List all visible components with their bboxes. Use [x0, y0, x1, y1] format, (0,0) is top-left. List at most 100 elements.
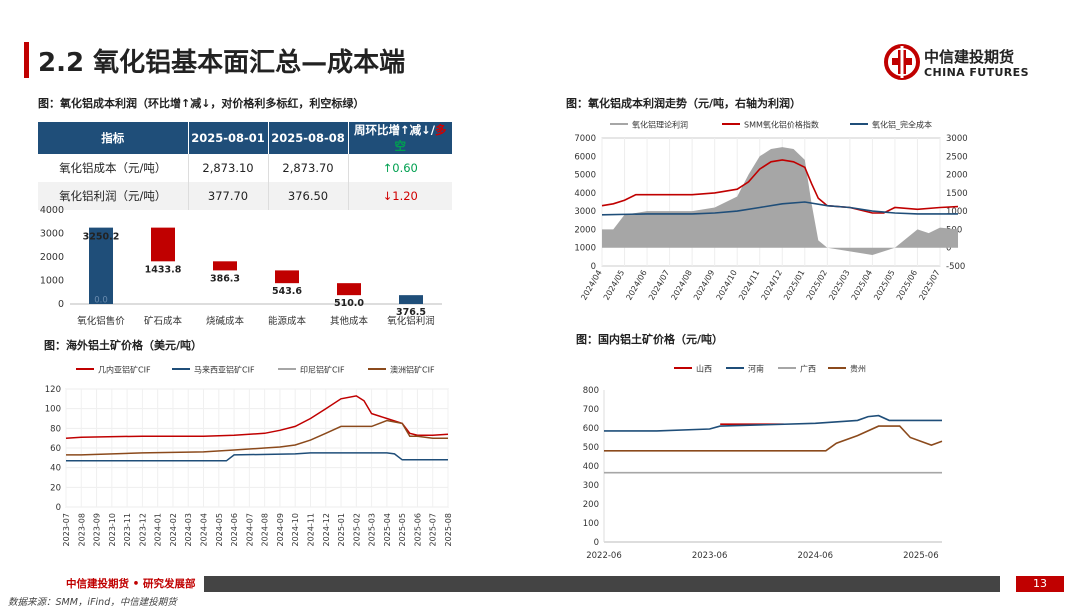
- brand-name-cn: 中信建投期货: [924, 48, 1015, 66]
- y-tick-label: 6000: [574, 152, 596, 162]
- profit-trend-chart: 氧化铝理论利润 SMM氧化铝价格指数 氧化铝_完全成本 0 1000 2000 3000 40…: [574, 120, 968, 302]
- y-tick-label: 200: [583, 500, 599, 510]
- waterfall-bar: [399, 295, 423, 304]
- y-tick-label: 60: [50, 444, 61, 454]
- x-tick-label: 2024-01: [154, 513, 163, 546]
- profit-area: [602, 147, 959, 255]
- y-tick-label: 5000: [574, 171, 596, 181]
- x-tick-label: 2023-11: [123, 513, 132, 546]
- x-tick-label: 2024/05: [602, 269, 626, 302]
- x-tick-label: 2024-02: [169, 513, 178, 546]
- y-tick-label: 300: [583, 481, 599, 491]
- table-header-cell: 2025-08-08: [268, 122, 349, 154]
- y-tick-label: 7000: [574, 134, 596, 144]
- table-cell-value: 2,873.10: [188, 154, 269, 182]
- x-tick-label: 2025/06: [895, 269, 919, 302]
- x-tick-label: 2024-03: [184, 513, 193, 546]
- x-tick-label: 2025-06: [413, 513, 422, 546]
- y-tick-label: 3000: [40, 229, 64, 240]
- title-accent-bar: [24, 42, 29, 78]
- summary-table: 指标 2025-08-01 2025-08-08 周环比增↑减↓/多空 氧化铝成…: [38, 122, 452, 210]
- x-tick-label: 2025/07: [917, 269, 941, 302]
- series-line: [66, 419, 448, 456]
- y-tick-label: 100: [45, 405, 61, 415]
- x-tick-label: 2024/07: [647, 269, 671, 302]
- x-tick-label: 2024-06: [797, 551, 833, 561]
- series-line: [65, 395, 449, 439]
- x-tick-label: 2024/09: [692, 269, 716, 302]
- y2-tick-label: -500: [946, 262, 965, 272]
- x-tick-label: 矿石成本: [144, 315, 183, 327]
- table-header-cell: 周环比增↑减↓/多空: [348, 122, 452, 154]
- y-tick-label: 0: [58, 299, 64, 310]
- x-tick-label: 2024/10: [715, 269, 739, 302]
- legend-label: 澳洲铝矿CIF: [390, 365, 435, 375]
- y-tick-label: 500: [583, 443, 599, 453]
- y-tick-label: 800: [583, 386, 599, 396]
- bar-value-label: 3250.2: [83, 232, 120, 243]
- overseas-bauxite-chart: 几内亚铝矿CIF 马来西亚铝矿CIF 印尼铝矿CIF 澳洲铝矿CIF 0 20 40 60 80…: [45, 365, 453, 547]
- page-number: 13: [1016, 576, 1064, 592]
- x-tick-label: 2025-05: [398, 513, 407, 546]
- x-tick-label: 2024-05: [215, 513, 224, 546]
- bar-value-label: 510.0: [334, 298, 364, 309]
- y-tick-label: 600: [583, 424, 599, 434]
- y-tick-label: 20: [50, 483, 61, 493]
- x-tick-label: 2024/04: [579, 269, 603, 302]
- x-tick-label: 2025-03: [368, 513, 377, 546]
- table-cell-name: 氧化铝成本（元/吨）: [38, 154, 189, 182]
- legend-label: 印尼铝矿CIF: [300, 365, 345, 375]
- header-bull-label: 多: [434, 123, 447, 137]
- legend-label: 几内亚铝矿CIF: [98, 365, 151, 375]
- source-note: 数据来源：SMM，iFind，中信建投期货: [8, 597, 177, 608]
- y2-tick-label: 2000: [946, 171, 968, 181]
- table-caption: 图：氧化铝成本利润（环比增↑减↓，对价格利多标红，利空标绿）: [38, 97, 365, 110]
- domestic-bauxite-chart: 山西 河南 广西 贵州 0 100 200 300 400 500 600 700 800 2022-06…: [583, 364, 943, 561]
- y-tick-label: 4000: [40, 205, 64, 216]
- y2-tick-label: 0: [946, 244, 951, 254]
- waterfall-bar: [89, 227, 113, 304]
- y-tick-label: 2000: [574, 225, 596, 235]
- waterfall-bar: [213, 261, 237, 271]
- y-tick-label: 1000: [40, 276, 64, 287]
- x-tick-label: 2025-02: [352, 513, 361, 546]
- y-tick-label: 700: [583, 405, 599, 415]
- y-tick-label: 100: [583, 519, 599, 529]
- table-cell-change: ↓1.20: [348, 182, 452, 210]
- x-tick-label: 2025/05: [872, 269, 896, 302]
- bar-value-label: 386.3: [210, 273, 240, 284]
- x-tick-label: 2023-08: [77, 513, 86, 546]
- x-tick-label: 2023-09: [93, 513, 102, 546]
- x-tick-label: 2024-12: [322, 513, 331, 546]
- table-row: 氧化铝成本（元/吨） 2,873.10 2,873.70 ↑0.60: [38, 154, 452, 182]
- x-tick-label: 2025/02: [805, 269, 829, 302]
- bar-inner-label: 0.0: [94, 295, 108, 305]
- x-tick-label: 2024-06: [230, 513, 239, 546]
- legend-label: SMM氧化铝价格指数: [744, 120, 819, 130]
- overseas-caption: 图：海外铝土矿价格（美元/吨）: [44, 339, 203, 352]
- legend-label: 马来西亚铝矿CIF: [194, 365, 255, 375]
- series-line: [601, 201, 958, 216]
- table-cell-value: 2,873.70: [268, 154, 349, 182]
- y-tick-label: 3000: [574, 207, 596, 217]
- y2-tick-label: 1000: [946, 207, 968, 217]
- x-tick-label: 能源成本: [268, 315, 307, 327]
- x-tick-label: 2025/03: [827, 269, 851, 302]
- legend-label: 山西: [696, 364, 712, 374]
- waterfall-bar: [275, 270, 299, 284]
- x-tick-label: 2022-06: [586, 551, 622, 561]
- y-tick-label: 0: [56, 503, 61, 513]
- waterfall-bar: [337, 283, 361, 296]
- brand-name-en: CHINA FUTURES: [924, 66, 1029, 79]
- table-cell-name: 氧化铝利润（元/吨）: [38, 182, 189, 210]
- bar-value-label: 543.6: [272, 286, 302, 297]
- table-cell-value: 376.50: [268, 182, 349, 210]
- x-tick-label: 2024/06: [624, 269, 648, 302]
- x-tick-label: 2023-10: [108, 513, 117, 546]
- y-tick-label: 80: [50, 424, 61, 434]
- legend-label: 氧化铝_完全成本: [872, 120, 932, 130]
- x-tick-label: 2024/12: [760, 269, 784, 302]
- x-tick-label: 烧碱成本: [206, 315, 245, 327]
- header-bear-label: 空: [394, 139, 407, 153]
- x-tick-label: 氧化铝售价: [77, 315, 125, 327]
